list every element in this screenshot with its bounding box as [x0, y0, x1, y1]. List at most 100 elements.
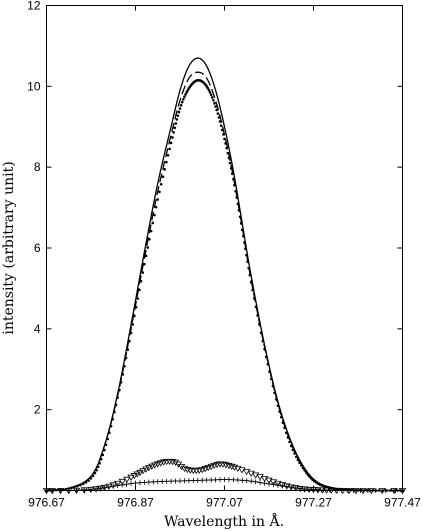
data-point [103, 448, 106, 452]
data-point [181, 478, 187, 484]
data-point [206, 86, 210, 90]
data-point [315, 487, 321, 493]
data-point [232, 177, 235, 181]
data-point [128, 339, 131, 343]
data-point [151, 462, 159, 469]
data-point [243, 241, 246, 244]
data-point [148, 237, 151, 241]
data-point [146, 246, 150, 249]
data-point [293, 485, 299, 491]
data-point [165, 160, 168, 164]
data-point [109, 424, 113, 428]
data-point [271, 384, 275, 388]
data-point [314, 481, 318, 484]
data-point [151, 221, 155, 225]
data-point [98, 461, 102, 465]
data-point [288, 440, 291, 444]
data-point [141, 479, 147, 485]
data-point [185, 90, 188, 94]
data-point [248, 478, 254, 484]
data-point [279, 483, 285, 489]
data-point [201, 466, 209, 473]
series-layer [42, 57, 407, 495]
series-dotted [45, 78, 404, 492]
y-tick-label: 10 [27, 79, 41, 93]
data-point [148, 463, 156, 470]
data-point [230, 477, 236, 483]
data-point [235, 477, 241, 483]
data-point [113, 480, 122, 488]
data-point [264, 355, 268, 359]
data-point [216, 112, 220, 115]
data-point [101, 453, 105, 457]
data-point [284, 484, 290, 490]
plot-frame [46, 5, 403, 491]
data-point [321, 487, 327, 493]
data-point [91, 474, 95, 478]
data-point [214, 105, 217, 108]
x-axis-label: Wavelength in Å. [164, 512, 284, 530]
data-point [126, 348, 130, 351]
data-point [263, 347, 266, 351]
data-point [254, 305, 258, 309]
data-point [213, 102, 216, 105]
data-point [259, 331, 263, 335]
data-point [257, 480, 263, 486]
data-point [207, 463, 215, 471]
y-tick-label: 2 [34, 403, 41, 417]
data-point [208, 91, 212, 94]
data-point [279, 415, 283, 419]
data-point [222, 477, 227, 483]
data-point [237, 208, 241, 212]
data-point [256, 314, 259, 317]
data-point [142, 466, 150, 473]
data-point [108, 431, 111, 434]
data-point [146, 479, 152, 485]
data-point [217, 477, 223, 483]
data-point [96, 465, 100, 469]
data-point [258, 322, 261, 326]
data-point [225, 463, 233, 470]
data-point [207, 88, 211, 92]
data-point [288, 484, 294, 490]
data-point [269, 479, 278, 486]
data-point [139, 468, 147, 475]
data-point [95, 468, 98, 472]
data-point [224, 142, 227, 145]
data-point [252, 296, 256, 300]
data-point [239, 477, 245, 483]
data-point [143, 262, 146, 266]
data-point [177, 463, 186, 471]
data-point [133, 314, 136, 318]
data-point [81, 487, 87, 493]
data-point [247, 266, 250, 270]
data-point [171, 459, 180, 466]
data-point [246, 260, 249, 263]
x-tick-label: 977.07 [206, 496, 243, 510]
data-point [294, 455, 298, 459]
data-point [274, 480, 282, 488]
data-point [110, 483, 116, 489]
data-point [210, 96, 214, 99]
data-point [128, 481, 134, 487]
data-point [93, 471, 97, 475]
data-point [293, 452, 296, 455]
data-point [133, 480, 138, 486]
data-point [173, 478, 179, 484]
data-point [133, 471, 141, 478]
data-point [168, 478, 174, 484]
data-point [136, 469, 144, 477]
data-point [262, 480, 268, 486]
data-point [130, 473, 139, 480]
data-point [180, 465, 189, 473]
data-point [166, 154, 170, 157]
data-point [76, 484, 79, 488]
data-point [144, 254, 148, 258]
y-axis-label: intensity (arbitrary unit) [1, 161, 17, 334]
data-point [248, 273, 252, 277]
data-point [212, 99, 215, 102]
data-point [136, 297, 140, 300]
data-point [111, 417, 114, 421]
data-point [115, 483, 121, 489]
data-point [119, 482, 125, 488]
